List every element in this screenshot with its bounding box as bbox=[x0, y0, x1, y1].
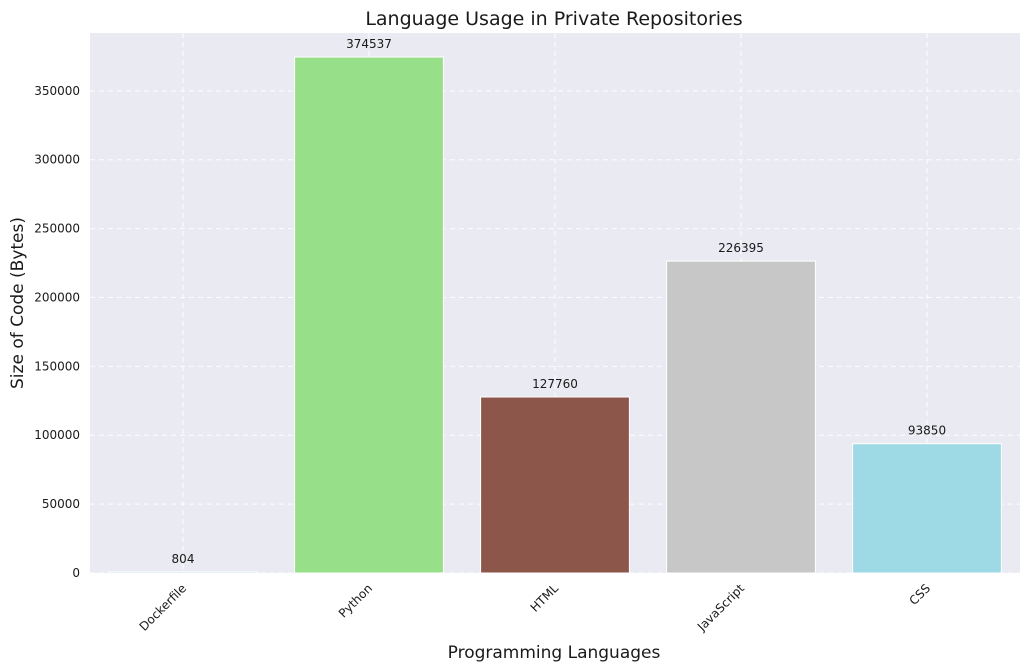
x-tick-label: JavaScript bbox=[694, 581, 747, 634]
y-axis-label: Size of Code (Bytes) bbox=[8, 217, 28, 389]
x-tick-label: CSS bbox=[907, 581, 934, 608]
x-axis-label: Programming Languages bbox=[448, 643, 661, 663]
data-label: 374537 bbox=[346, 37, 392, 51]
bar-javascript bbox=[666, 260, 816, 574]
bar-css bbox=[852, 443, 1002, 574]
y-tick-label: 200000 bbox=[34, 290, 80, 304]
x-tick-label: HTML bbox=[528, 581, 562, 615]
data-labels: 804 374537 127760 226395 93850 bbox=[172, 37, 947, 566]
y-tick-label: 0 bbox=[72, 566, 80, 580]
x-tick-label: Dockerfile bbox=[137, 581, 190, 634]
bars bbox=[108, 56, 1002, 574]
x-axis-ticks: Dockerfile Python HTML JavaScript CSS bbox=[137, 581, 934, 634]
y-tick-label: 300000 bbox=[34, 153, 80, 167]
chart-title: Language Usage in Private Repositories bbox=[365, 8, 742, 30]
bar-python bbox=[294, 56, 444, 574]
data-label: 226395 bbox=[718, 241, 764, 255]
x-tick-label: Python bbox=[336, 581, 375, 620]
y-tick-label: 150000 bbox=[34, 359, 80, 373]
data-label: 93850 bbox=[908, 424, 946, 438]
data-label: 804 bbox=[172, 552, 195, 566]
y-tick-label: 350000 bbox=[34, 84, 80, 98]
y-tick-label: 50000 bbox=[42, 497, 80, 511]
data-label: 127760 bbox=[532, 377, 578, 391]
y-tick-label: 250000 bbox=[34, 222, 80, 236]
bar-dockerfile bbox=[108, 571, 258, 574]
y-tick-label: 100000 bbox=[34, 428, 80, 442]
bar-html bbox=[480, 396, 630, 574]
y-axis-ticks: 0 50000 100000 150000 200000 250000 300000 3500… bbox=[34, 84, 80, 580]
